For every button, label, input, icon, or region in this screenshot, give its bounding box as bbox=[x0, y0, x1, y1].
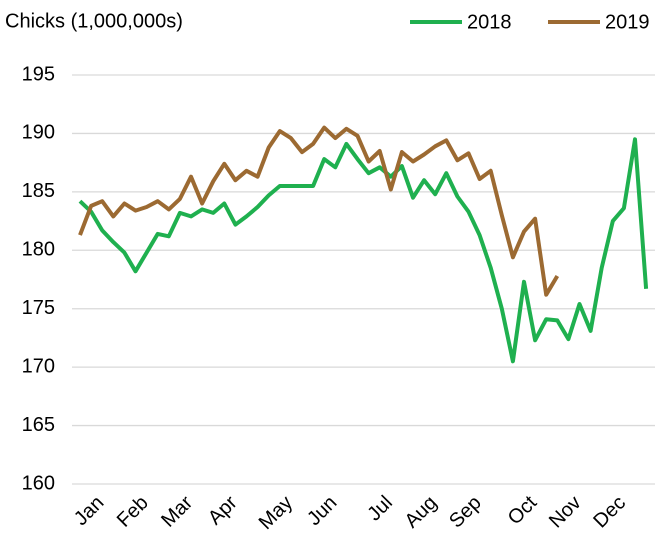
y-tick-label: 190 bbox=[22, 122, 55, 144]
x-tick-label: Aug bbox=[401, 492, 442, 533]
y-tick-label: 180 bbox=[22, 239, 55, 261]
y-tick-label: 165 bbox=[22, 414, 55, 436]
x-tick-label: Mar bbox=[157, 491, 197, 531]
x-tick-label: Jan bbox=[70, 492, 108, 530]
y-tick-label: 170 bbox=[22, 355, 55, 377]
x-tick-label: Dec bbox=[589, 492, 630, 533]
legend-label: 2018 bbox=[467, 11, 512, 33]
x-tick-label: Nov bbox=[545, 492, 586, 533]
y-tick-label: 160 bbox=[22, 472, 55, 494]
legend-label: 2019 bbox=[605, 11, 650, 33]
chart-title: Chicks (1,000,000s) bbox=[5, 10, 183, 32]
y-tick-label: 185 bbox=[22, 180, 55, 202]
x-tick-label: Feb bbox=[113, 492, 153, 532]
line-series bbox=[78, 137, 649, 364]
line-series bbox=[78, 125, 560, 297]
x-tick-label: May bbox=[255, 492, 297, 534]
x-tick-label: Jul bbox=[363, 492, 397, 526]
x-tick-label: Jun bbox=[303, 492, 341, 530]
x-tick-label: Apr bbox=[204, 491, 242, 529]
y-tick-label: 195 bbox=[22, 63, 55, 85]
y-tick-label: 175 bbox=[22, 297, 55, 319]
x-tick-label: Oct bbox=[504, 491, 542, 529]
x-tick-label: Sep bbox=[445, 492, 486, 533]
